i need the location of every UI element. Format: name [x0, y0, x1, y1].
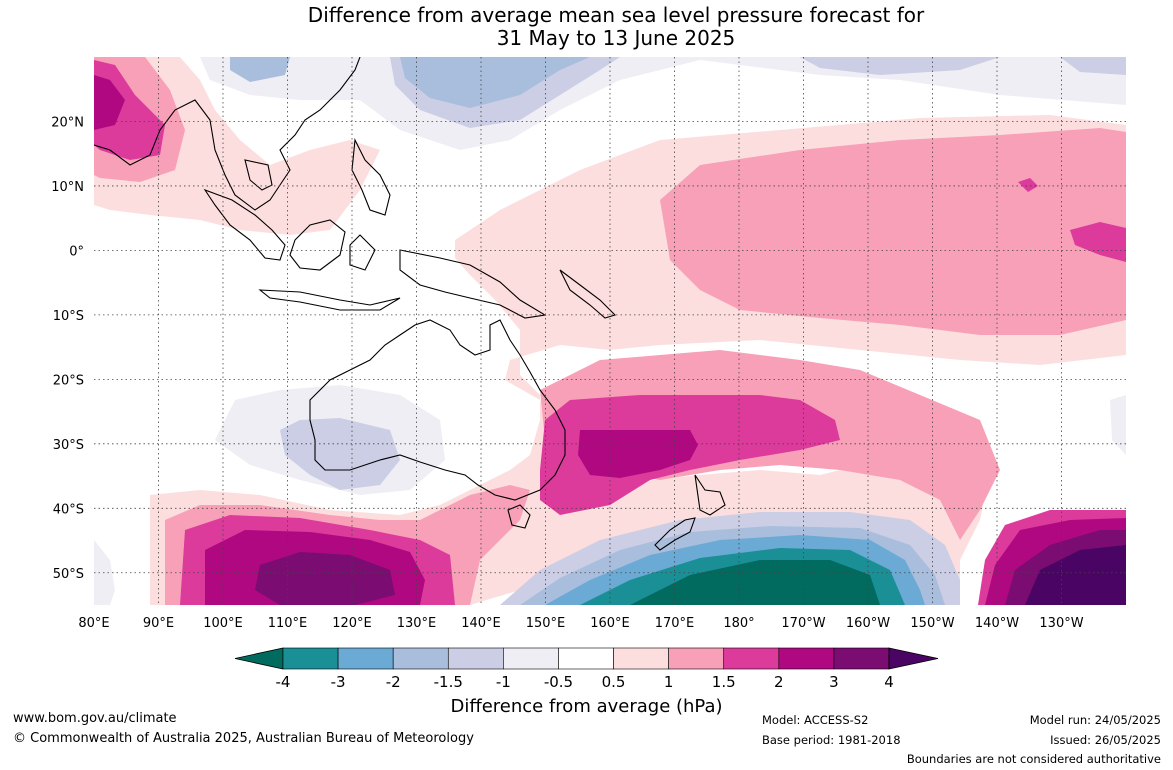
copyright-text: © Commonwealth of Australia 2025, Austra… [13, 731, 474, 746]
colorbar-tick-label: 2 [774, 673, 784, 691]
contour-neg-north-3 [400, 57, 590, 108]
colorbar-box [503, 647, 559, 670]
lon-label: 90°E [143, 616, 174, 631]
latitude-labels: 20°N 10°N 0° 10°S 20°S 30°S 40°S 50°S [51, 115, 84, 581]
contour-pos-pacific-6 [1070, 222, 1126, 262]
contour-neg-north-6 [230, 57, 290, 82]
website-link[interactable]: www.bom.gov.au/climate [13, 711, 177, 726]
graticule [94, 57, 1126, 605]
lon-label: 130°E [397, 616, 437, 631]
colorbar-tick-label: -4 [276, 673, 291, 691]
lon-label: 140°W [975, 616, 1019, 631]
contour-pos-asia-4 [94, 75, 125, 130]
lon-label: 100°E [203, 616, 243, 631]
colorbar-tick-label: -2 [386, 673, 401, 691]
colorbar-tick-label: -1.5 [434, 673, 463, 691]
colorbar-box [723, 647, 780, 670]
contour-pos-pacific-7 [1018, 178, 1038, 192]
lon-label: 120°E [332, 616, 372, 631]
colorbar-box [282, 647, 339, 670]
colorbar-tick-label: 1 [664, 673, 674, 691]
colorbar-box [833, 647, 890, 670]
base-period-label: Base period: 1981-2018 [762, 733, 901, 747]
contour-neg-north-4 [800, 57, 1000, 75]
lat-label: 0° [69, 244, 84, 259]
colorbar-boxes [234, 647, 939, 670]
lon-label: 180° [723, 616, 754, 631]
title-line-2: 31 May to 13 June 2025 [496, 26, 736, 50]
colorbar-tick-label: 1.5 [712, 673, 736, 691]
model-run-label: Model run: 24/05/2025 [1029, 713, 1161, 727]
lon-label: 170°W [781, 616, 825, 631]
issued-label: Issued: 26/05/2025 [1050, 733, 1161, 747]
lon-label: 150°W [910, 616, 954, 631]
lat-label: 10°N [51, 180, 84, 195]
map-title: Difference from average mean sea level p… [0, 4, 1173, 50]
contour-pos-se-4 [1025, 545, 1126, 605]
colorbar-box [668, 647, 725, 670]
colorbar-box [613, 647, 669, 670]
lon-label: 160°E [590, 616, 630, 631]
lon-label: 160°W [846, 616, 890, 631]
lat-label: 20°S [53, 373, 84, 388]
colorbar-tick-label: 4 [884, 673, 894, 691]
lon-label: 130°W [1039, 616, 1083, 631]
colorbar-box [447, 647, 504, 670]
contour-neg-south-5 [630, 560, 880, 605]
contour-neg-east [1110, 395, 1126, 455]
colorbar-box [392, 647, 449, 670]
lat-label: 50°S [53, 567, 84, 582]
colorbar-box [337, 647, 394, 670]
contour-pos-pacific-2 [660, 128, 1126, 335]
lat-label: 10°S [53, 309, 84, 324]
lat-label: 20°N [51, 115, 84, 130]
title-line-1: Difference from average mean sea level p… [307, 3, 925, 27]
contour-neg-north-5 [1060, 57, 1126, 75]
lon-label: 170°E [655, 616, 695, 631]
contour-pos-pacific-5 [578, 430, 698, 478]
model-label: Model: ACCESS-S2 [762, 713, 869, 727]
coastlines [94, 57, 726, 551]
contour-neg-australia-2 [280, 418, 400, 490]
lat-label: 40°S [53, 502, 84, 517]
colorbar-box [778, 647, 835, 670]
colorbar-tick-label: -1 [496, 673, 511, 691]
colorbar-extend-high [888, 647, 939, 670]
colorbar-box [558, 647, 614, 670]
lon-label: 80°E [78, 616, 109, 631]
lon-label: 110°E [268, 616, 308, 631]
longitude-labels: 80°E 90°E 100°E 110°E 120°E 130°E 140°E 150°E 16… [78, 616, 1083, 631]
colorbar-extend-low [234, 647, 284, 670]
colorbar-tick-label: 3 [829, 673, 839, 691]
colorbar-caption: Difference from average (hPa) [450, 696, 723, 717]
lon-label: 150°E [526, 616, 566, 631]
colorbar-tick-label: 0.5 [602, 673, 626, 691]
colorbar-tick-label: -3 [331, 673, 346, 691]
disclaimer-label: Boundaries are not considered authoritat… [906, 752, 1161, 766]
lat-label: 30°S [53, 438, 84, 453]
contour-pos-south-4 [255, 552, 395, 605]
colorbar-tick-labels: -4 -3 -2 -1.5 -1 -0.5 0.5 1 1.5 2 3 4 [276, 673, 894, 691]
lon-label: 140°E [461, 616, 501, 631]
colorbar-tick-label: -0.5 [544, 673, 573, 691]
